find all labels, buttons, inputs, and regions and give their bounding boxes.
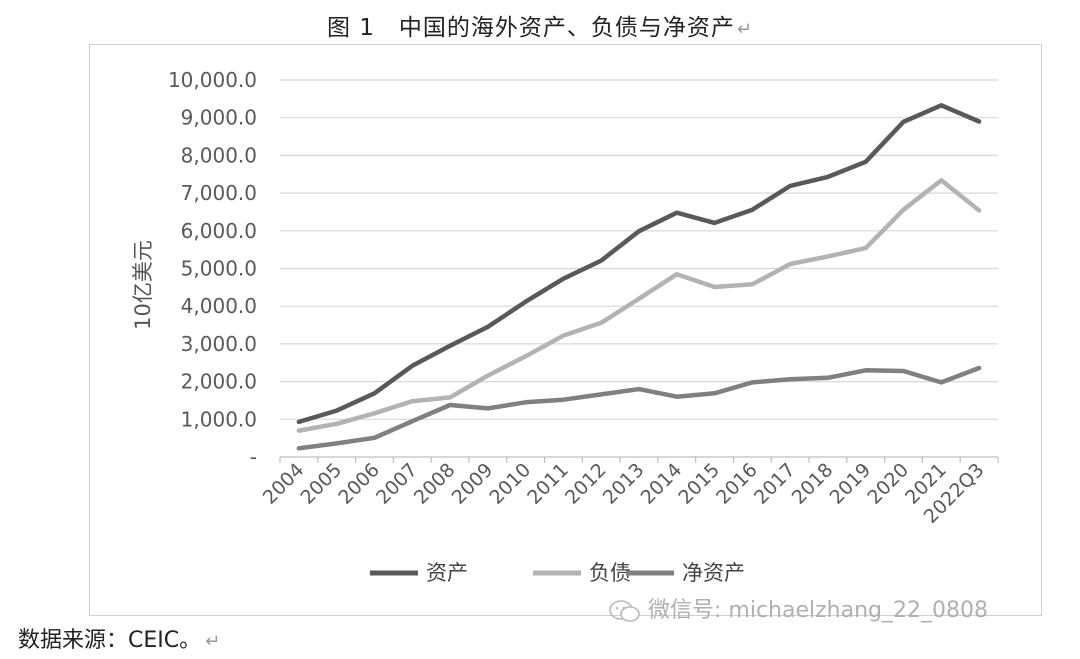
y-tick-label: 1,000.0 [181,407,257,431]
x-tick-label: 2011 [523,459,573,509]
x-tick-label: 2017 [750,459,800,509]
x-tick-label: 2004 [259,459,309,509]
x-tick-label: 2006 [334,459,384,509]
x-tick-label: 2020 [863,459,913,509]
x-tick-label: 2012 [561,459,611,509]
legend-label: 负债 [589,561,631,585]
watermark: 微信号: michaelzhang_22_0808 [608,592,988,624]
legend: 资产 负债 净资产 [370,561,745,585]
legend-label: 净资产 [682,561,745,585]
y-tick-label: 2,000.0 [181,370,257,394]
y-axis-tick-labels: - 1,000.0 2,000.0 3,000.0 4,000.0 5,000.0 6,00… [168,68,257,469]
y-axis-label: 10亿美元 [131,240,155,330]
x-tick-label: 2007 [372,459,422,509]
x-axis-tick-labels: 2004200520062007200820092010201120122013… [259,459,989,528]
series-line [296,103,982,425]
x-axis [279,456,999,463]
y-tick-label: 4,000.0 [181,294,257,318]
y-tick-label: 7,000.0 [181,181,257,205]
x-tick-label: 2014 [637,459,687,509]
legend-label: 资产 [426,561,468,585]
series-lines [296,103,982,451]
y-tick-label: 10,000.0 [168,68,257,92]
x-tick-label: 2018 [788,459,838,509]
x-tick-label: 2005 [296,459,346,509]
paragraph-return-mark: ↵ [205,631,221,652]
x-tick-label: 2019 [826,459,876,509]
chart-frame: - 1,000.0 2,000.0 3,000.0 4,000.0 5,000.0 6,00… [89,44,1042,616]
x-tick-label: 2015 [674,459,724,509]
figure-title: 图 1 中国的海外资产、负债与净资产 ↵ [0,8,1080,42]
x-tick-label: 2016 [712,459,762,509]
y-tick-label: 8,000.0 [181,143,257,167]
figure-title-text: 图 1 中国的海外资产、负债与净资产 [326,15,735,41]
x-tick-label: 2008 [410,459,460,509]
line-chart: - 1,000.0 2,000.0 3,000.0 4,000.0 5,000.0 6,00… [131,68,999,585]
source-note: 数据来源：CEIC。 ↵ [18,622,220,654]
source-text: 数据来源：CEIC。 [18,628,202,653]
y-tick-label: 6,000.0 [181,219,257,243]
y-tick-label: - [250,445,257,469]
watermark-text: 微信号: michaelzhang_22_0808 [648,598,988,623]
gridlines [280,79,998,420]
x-tick-label: 2009 [448,459,498,509]
y-tick-label: 9,000.0 [181,106,257,130]
y-tick-label: 5,000.0 [181,257,257,281]
y-tick-label: 3,000.0 [181,332,257,356]
paragraph-return-mark: ↵ [736,19,754,40]
series-line [296,365,982,451]
x-tick-label: 2013 [599,459,649,509]
wechat-icon [609,600,640,622]
x-tick-label: 2010 [485,459,535,509]
series-line [296,178,982,433]
